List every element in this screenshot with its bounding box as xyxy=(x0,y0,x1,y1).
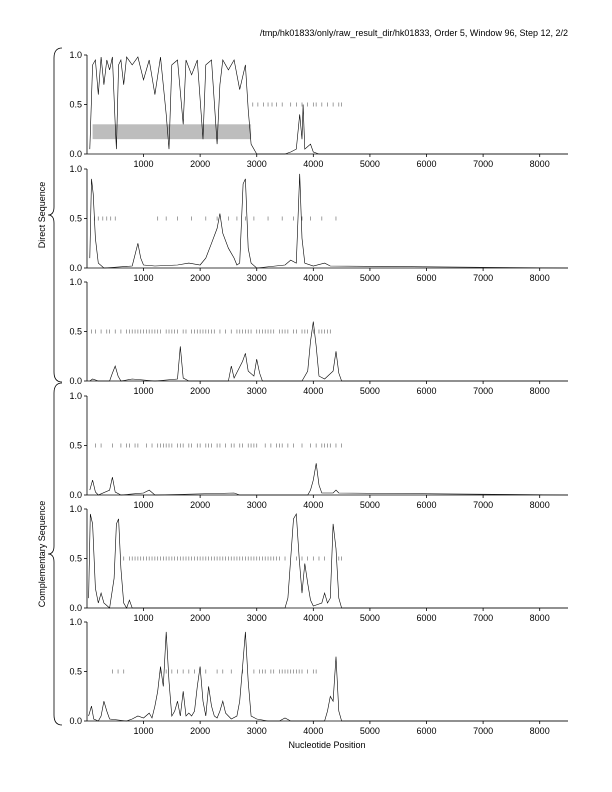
y-tick-label: 1.0 xyxy=(69,277,82,287)
panel-1: 0.0 0.5 1.0 1000 2000 3000 4000 5000 6000 7000 800… xyxy=(69,50,568,169)
x-tick-label: 2000 xyxy=(190,386,210,396)
strand-bracket-1 xyxy=(47,47,63,383)
x-tick-label: 4000 xyxy=(303,726,323,736)
x-tick-label: 3000 xyxy=(247,386,267,396)
x-tick-label: 6000 xyxy=(416,273,436,283)
series-line-3 xyxy=(89,321,568,382)
x-tick-label: 4000 xyxy=(303,159,323,169)
x-tick-label: 3000 xyxy=(247,726,267,736)
panel-3: 0.0 0.5 1.0 1000 2000 3000 4000 5000 6000 7000 800… xyxy=(69,277,568,396)
x-tick-label: 3000 xyxy=(247,159,267,169)
x-tick-label: 1000 xyxy=(134,500,154,510)
x-tick-label: 7000 xyxy=(473,500,493,510)
x-tick-label: 5000 xyxy=(360,500,380,510)
y-tick-label: 1.0 xyxy=(69,164,82,174)
x-tick-label: 8000 xyxy=(530,500,550,510)
y-tick-label: 1.0 xyxy=(69,504,82,514)
y-tick-label: 1.0 xyxy=(69,617,82,627)
x-axis-title: Nucleotide Position xyxy=(288,740,365,750)
x-tick-label: 5000 xyxy=(360,159,380,169)
x-tick-label: 7000 xyxy=(473,613,493,623)
x-tick-label: 6000 xyxy=(416,726,436,736)
x-tick-label: 2000 xyxy=(190,273,210,283)
orf-box-1 xyxy=(92,124,252,140)
x-tick-label: 5000 xyxy=(360,273,380,283)
panels: 0.0 0.5 1.0 1000 2000 3000 4000 5000 6000 7000 800… xyxy=(69,50,569,736)
x-tick-label: 8000 xyxy=(530,386,550,396)
x-tick-label: 1000 xyxy=(134,386,154,396)
y-tick-label: 0.5 xyxy=(69,554,82,564)
x-tick-label: 5000 xyxy=(360,386,380,396)
x-tick-label: 2000 xyxy=(190,613,210,623)
panel-2: 0.0 0.5 1.0 1000 2000 3000 4000 5000 6000 7000 800… xyxy=(69,164,569,283)
panel-4: 0.0 0.5 1.0 1000 2000 3000 4000 5000 6000 7000 800… xyxy=(69,391,569,510)
x-tick-label: 8000 xyxy=(530,726,550,736)
x-tick-label: 1000 xyxy=(134,613,154,623)
y-tick-label: 0.0 xyxy=(69,376,82,386)
y-tick-label: 0.5 xyxy=(69,441,82,451)
x-tick-label: 4000 xyxy=(303,500,323,510)
series-line-2 xyxy=(89,173,569,269)
x-tick-label: 8000 xyxy=(530,613,550,623)
x-tick-label: 1000 xyxy=(134,273,154,283)
y-tick-label: 0.0 xyxy=(69,490,82,500)
x-tick-label: 3000 xyxy=(247,273,267,283)
x-tick-label: 6000 xyxy=(416,613,436,623)
x-tick-label: 5000 xyxy=(360,613,380,623)
x-tick-label: 4000 xyxy=(303,613,323,623)
x-tick-label: 7000 xyxy=(473,726,493,736)
y-tick-label: 0.5 xyxy=(69,100,82,110)
x-tick-label: 8000 xyxy=(530,273,550,283)
series-line-1 xyxy=(89,56,568,155)
figure-title: /tmp/hk01833/only/raw_result_dir/hk01833… xyxy=(260,28,568,38)
y-tick-label: 0.0 xyxy=(69,263,82,273)
series-line-4 xyxy=(89,463,569,496)
x-tick-label: 4000 xyxy=(303,273,323,283)
y-tick-label: 1.0 xyxy=(69,391,82,401)
y-tick-label: 0.0 xyxy=(69,716,82,726)
y-tick-label: 0.5 xyxy=(69,327,82,337)
x-tick-label: 2000 xyxy=(190,726,210,736)
x-tick-label: 7000 xyxy=(473,273,493,283)
strand-bracket-2 xyxy=(47,382,63,726)
x-tick-label: 7000 xyxy=(473,159,493,169)
y-tick-label: 0.0 xyxy=(69,149,82,159)
x-tick-label: 8000 xyxy=(530,159,550,169)
x-tick-label: 1000 xyxy=(134,159,154,169)
y-tick-label: 0.0 xyxy=(69,603,82,613)
x-tick-label: 6000 xyxy=(416,386,436,396)
strand-label-2: Complementary Sequence xyxy=(37,501,47,608)
x-tick-label: 4000 xyxy=(303,386,323,396)
strand-label-1: Direct Sequence xyxy=(37,182,47,249)
x-tick-label: 6000 xyxy=(416,159,436,169)
strand-brackets: Direct Sequence Complementary Sequence xyxy=(37,47,63,726)
y-tick-label: 0.5 xyxy=(69,214,82,224)
x-tick-label: 1000 xyxy=(134,726,154,736)
x-tick-label: 2000 xyxy=(190,500,210,510)
panel-6: 0.0 0.5 1.0 1000 2000 3000 4000 5000 6000 7000 800… xyxy=(69,617,568,736)
x-tick-label: 3000 xyxy=(247,500,267,510)
x-tick-label: 7000 xyxy=(473,386,493,396)
x-tick-label: 6000 xyxy=(416,500,436,510)
x-tick-label: 2000 xyxy=(190,159,210,169)
y-tick-label: 0.5 xyxy=(69,667,82,677)
y-tick-label: 1.0 xyxy=(69,50,82,60)
series-line-6 xyxy=(88,631,568,722)
x-tick-label: 5000 xyxy=(360,726,380,736)
series-line-5 xyxy=(88,512,568,609)
panel-5: 0.0 0.5 1.0 1000 2000 3000 4000 5000 6000 7000 800… xyxy=(69,504,568,623)
x-tick-label: 3000 xyxy=(247,613,267,623)
